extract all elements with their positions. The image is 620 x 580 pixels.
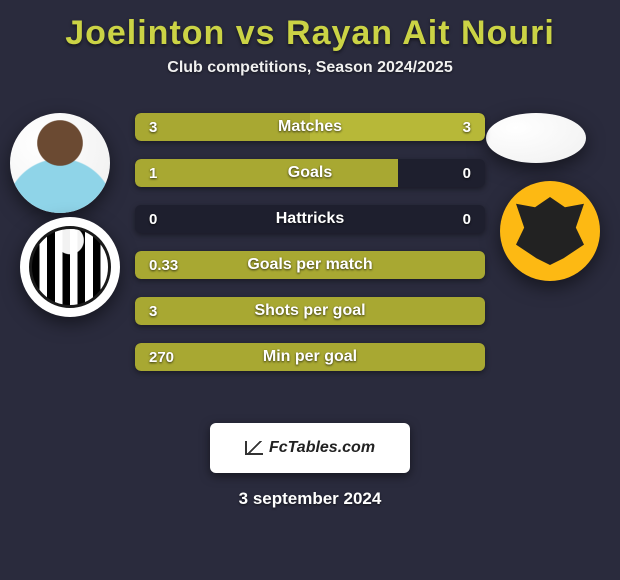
player-left-avatar [10,113,110,213]
chart-icon [245,441,263,455]
stat-value-left: 0 [135,211,195,228]
stats-bars: 3Matches31Goals00Hattricks00.33Goals per… [135,113,485,389]
newcastle-badge-icon [29,226,111,308]
page-subtitle: Club competitions, Season 2024/2025 [0,59,620,77]
footer-date: 3 september 2024 [0,489,620,509]
stat-value-right: 3 [425,119,485,136]
stat-label: Goals per match [195,256,425,274]
wolves-badge-icon [516,197,584,265]
stat-label: Shots per goal [195,302,425,320]
site-badge[interactable]: FcTables.com [210,423,410,473]
page-title: Joelinton vs Rayan Ait Nouri [0,0,620,59]
stat-value-left: 3 [135,303,195,320]
site-label: FcTables.com [269,439,375,457]
player-right-avatar [486,113,586,163]
stat-label: Matches [195,118,425,136]
stat-row: 3Shots per goal [135,297,485,325]
stat-value-left: 0.33 [135,257,195,274]
stat-label: Min per goal [195,348,425,366]
stat-row: 270Min per goal [135,343,485,371]
stat-value-right: 0 [425,211,485,228]
club-right-logo [500,181,600,281]
stat-row: 3Matches3 [135,113,485,141]
stat-row: 0Hattricks0 [135,205,485,233]
stat-value-left: 1 [135,165,195,182]
stat-label: Hattricks [195,210,425,228]
player-face-icon [10,113,110,213]
stat-row: 1Goals0 [135,159,485,187]
comparison-panel: 3Matches31Goals00Hattricks00.33Goals per… [0,113,620,413]
stat-label: Goals [195,164,425,182]
stat-value-left: 270 [135,349,195,366]
stat-value-right: 0 [425,165,485,182]
club-left-logo [20,217,120,317]
stat-value-left: 3 [135,119,195,136]
stat-row: 0.33Goals per match [135,251,485,279]
